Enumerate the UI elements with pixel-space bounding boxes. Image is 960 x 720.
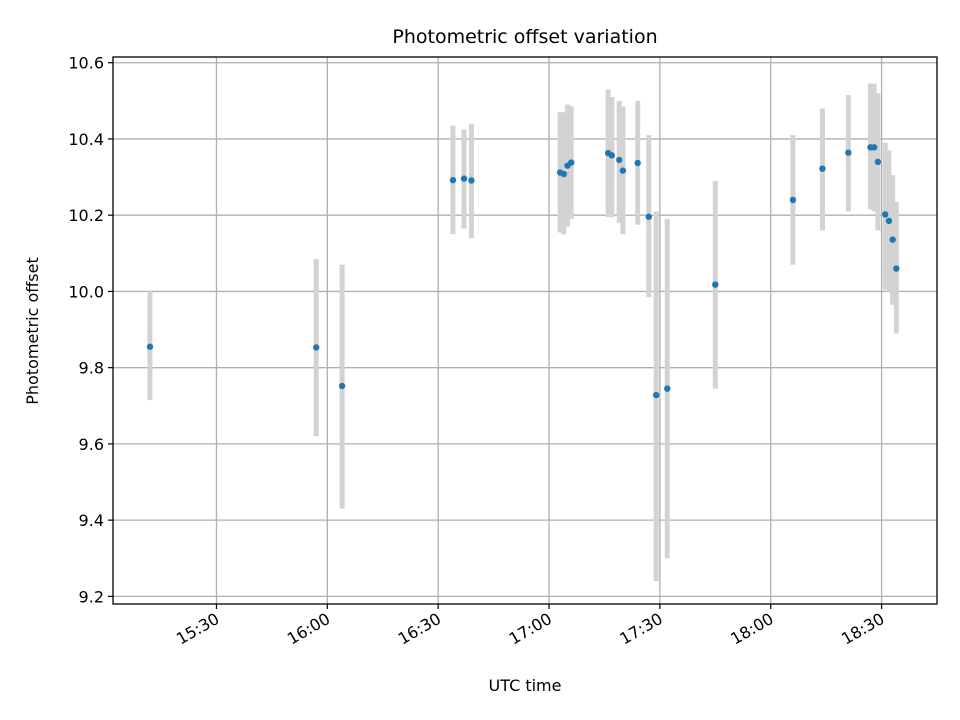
data-point	[313, 344, 320, 351]
data-point	[146, 343, 154, 350]
y-tick-label: 10.6	[68, 54, 104, 73]
data-point	[893, 265, 900, 272]
data-point	[449, 176, 457, 184]
y-axis-label: Photometric offset	[23, 257, 42, 405]
y-axis-ticks: 9.2 9.4 9.6 9.8 10.0 10.2 10.4 10.6	[68, 54, 113, 606]
grid	[113, 57, 937, 604]
data-point	[608, 152, 616, 159]
x-axis-label: UTC time	[489, 676, 562, 695]
data-point	[664, 385, 671, 392]
data-point	[874, 158, 882, 166]
data-point	[845, 149, 852, 156]
data-point	[870, 144, 878, 151]
data-point	[889, 236, 896, 243]
y-tick-label: 9.4	[79, 511, 104, 530]
data-point	[885, 217, 893, 225]
data-point	[645, 213, 652, 220]
y-tick-label: 10.4	[68, 130, 104, 149]
y-tick-label: 9.6	[79, 435, 104, 454]
data-point	[882, 211, 889, 218]
data-point	[468, 177, 475, 184]
y-tick-label: 10.2	[68, 206, 104, 225]
y-tick-label: 9.2	[79, 587, 104, 606]
data-point	[619, 167, 627, 174]
data-point	[712, 281, 719, 288]
data-point	[338, 382, 346, 390]
data-point	[634, 159, 641, 167]
data-points	[146, 144, 900, 399]
y-tick-label: 10.0	[68, 282, 104, 301]
data-point	[560, 170, 567, 178]
data-point	[789, 196, 797, 204]
data-point	[616, 156, 623, 164]
chart-title: Photometric offset variation	[392, 26, 657, 48]
data-point	[652, 391, 660, 399]
y-tick-label: 9.8	[79, 359, 104, 378]
data-point	[819, 165, 826, 172]
data-point	[567, 159, 575, 166]
data-point	[460, 175, 468, 182]
plot-frame	[112, 56, 938, 605]
